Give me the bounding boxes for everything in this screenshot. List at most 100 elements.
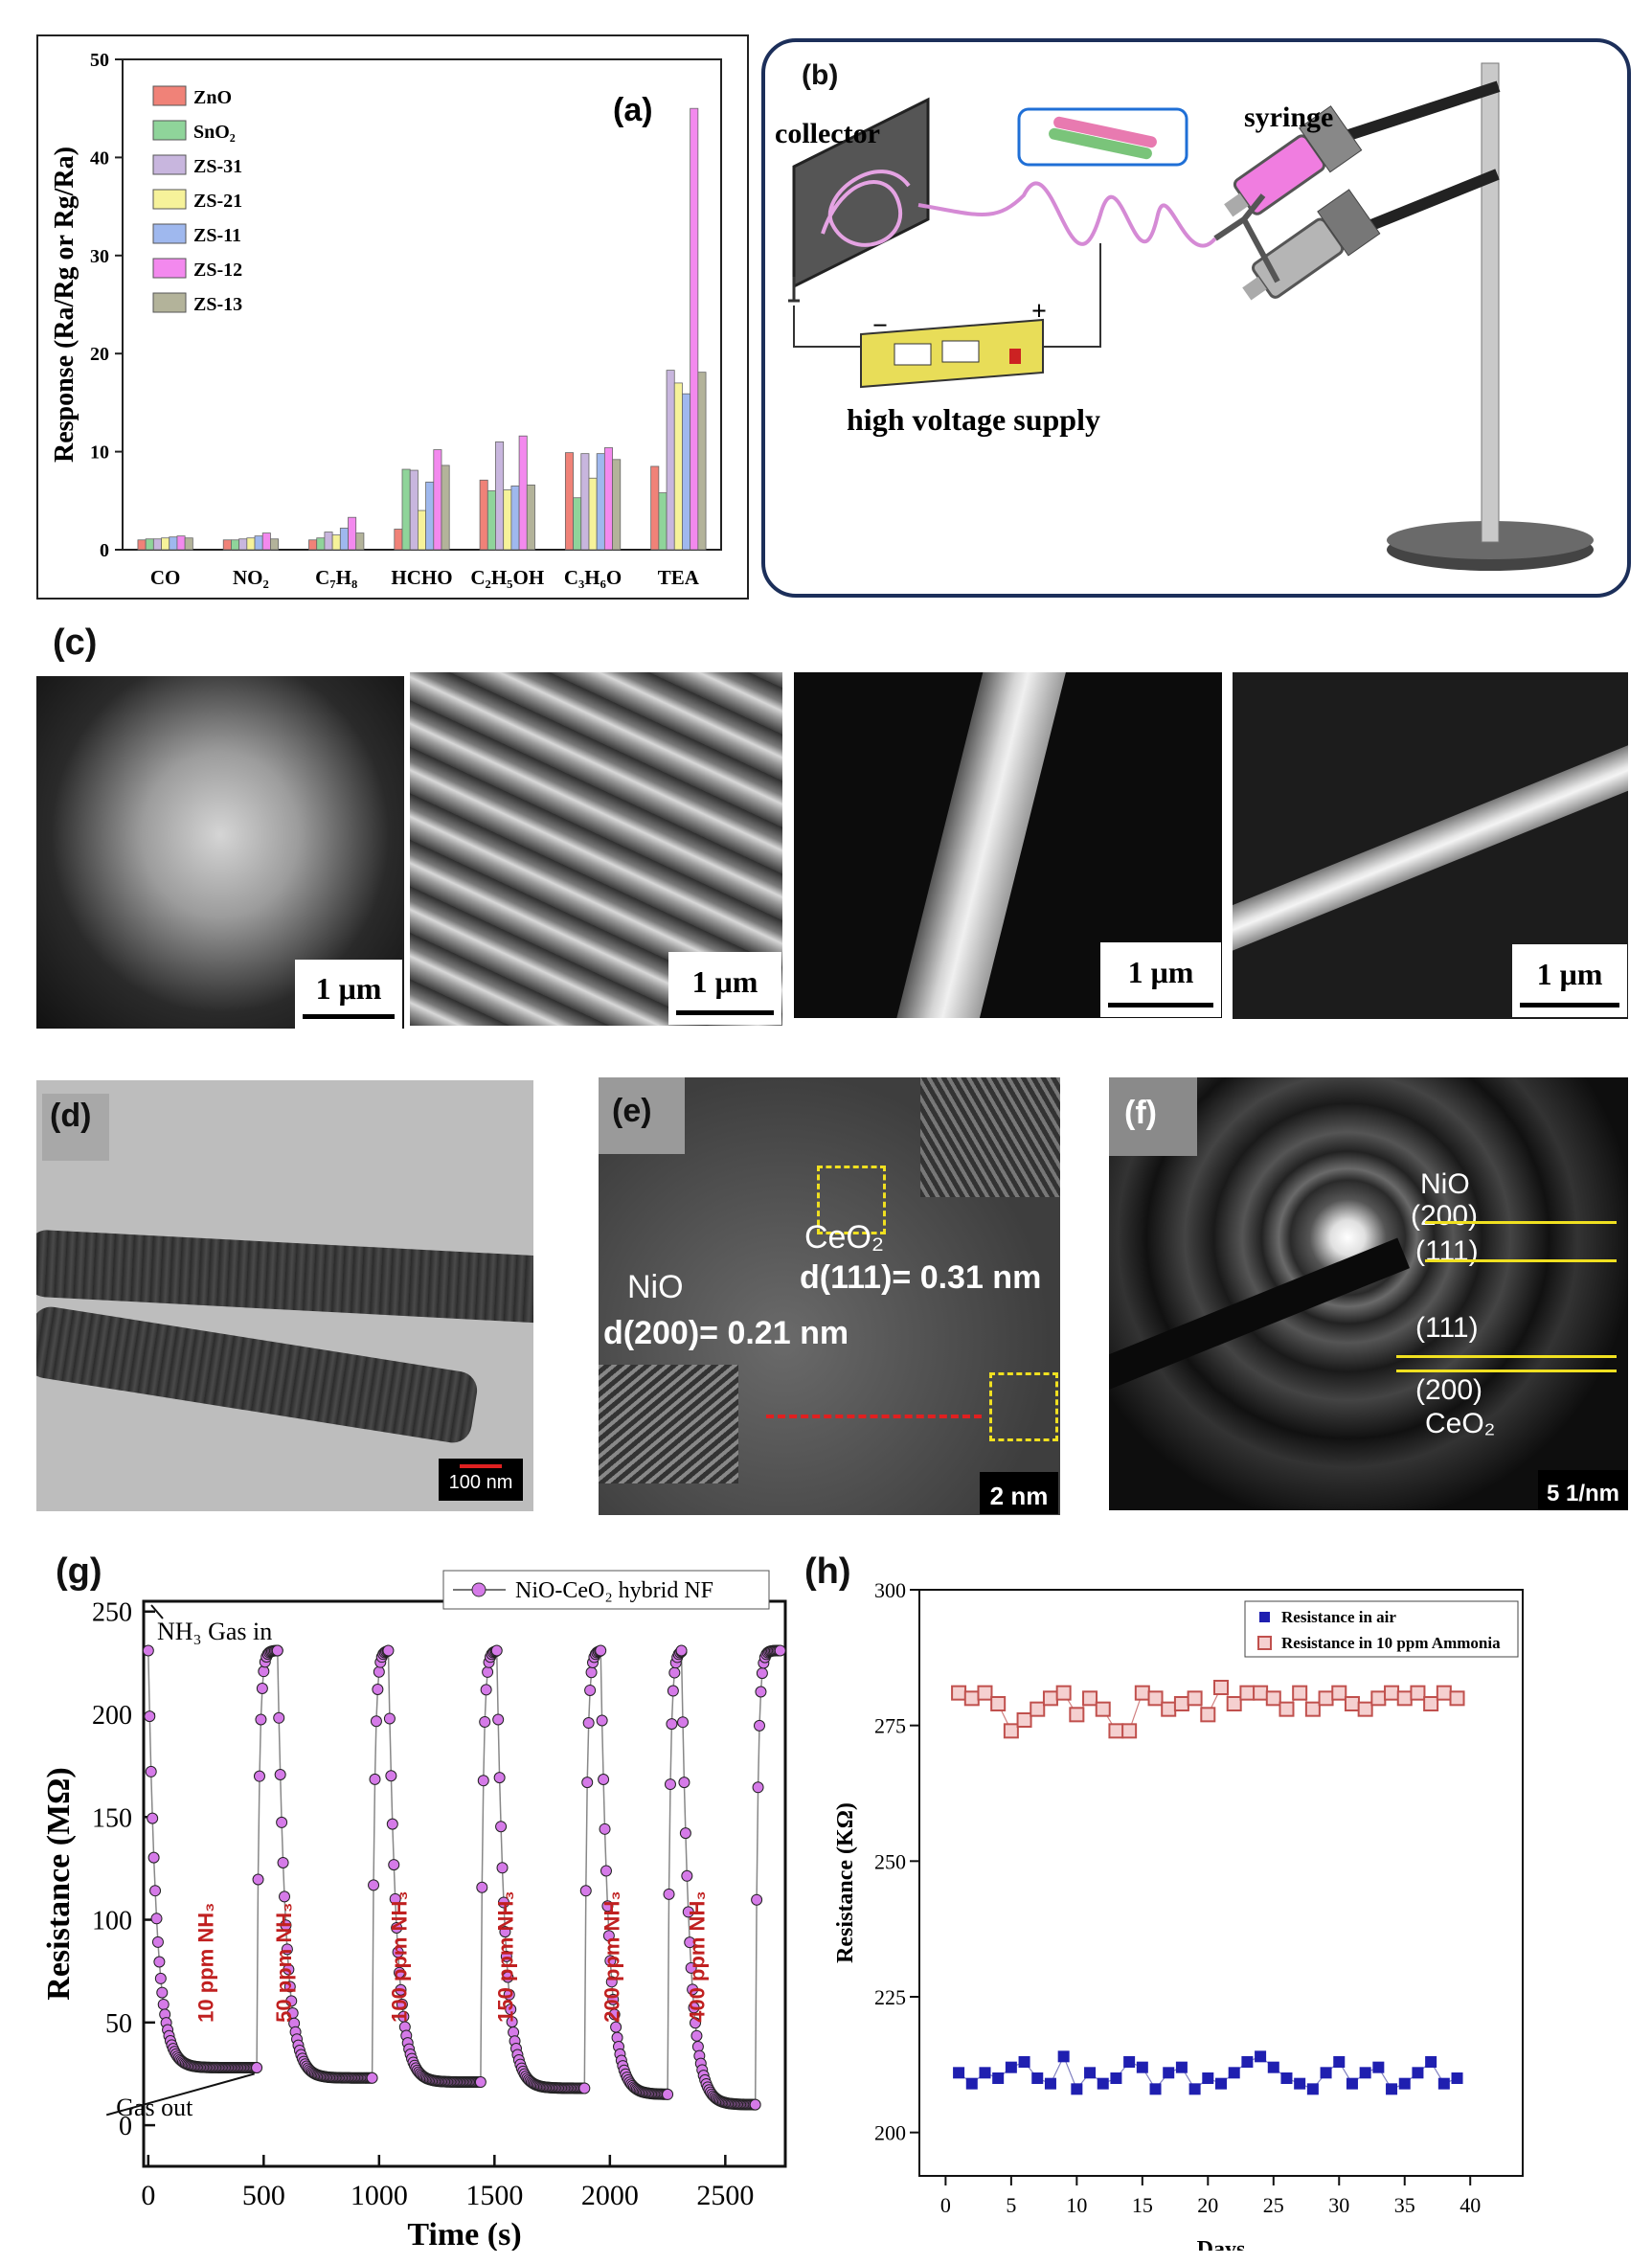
data-point-g [476, 1881, 488, 1893]
y-tick-label-a: 30 [90, 246, 109, 267]
ammonia-point-h [1121, 1723, 1138, 1739]
ammonia-point-h [1357, 1701, 1373, 1717]
data-point-g [145, 1765, 157, 1777]
ammonia-point-h [1410, 1685, 1426, 1701]
data-point-g [474, 2076, 487, 2089]
bar-a [394, 529, 403, 551]
data-point-g [368, 1879, 380, 1891]
air-point-h [1018, 2056, 1030, 2068]
bar-a [355, 532, 365, 551]
air-point-h [1386, 2083, 1398, 2095]
air-point-h [1359, 2067, 1371, 2079]
ammonia-point-h [1226, 1696, 1242, 1711]
ammonia-point-h [1265, 1690, 1281, 1707]
f-ceo2-label: CeO₂ [1425, 1408, 1496, 1439]
data-point-g [479, 1715, 491, 1728]
x-tick-label-g: 500 [242, 2180, 285, 2211]
x-category-label-a: NO₂ [233, 566, 269, 589]
y-tick-label-a: 20 [90, 344, 109, 365]
data-point-g [676, 1716, 689, 1729]
data-point-g [391, 1921, 403, 1934]
air-point-h [1202, 2072, 1214, 2084]
ammonia-point-h [1344, 1696, 1360, 1711]
data-point-g [383, 1712, 396, 1725]
y-axis-title-g: Resistance (MΩ) [41, 1767, 77, 2000]
data-point-g [690, 2017, 702, 2029]
y-axis-title-h: Resistance (KΩ) [833, 1802, 858, 1963]
bar-a [231, 539, 240, 551]
ammonia-point-h [1082, 1690, 1098, 1707]
bar-a [401, 468, 411, 551]
bar-a [169, 536, 178, 551]
bar-a [441, 464, 450, 551]
concentration-label-g: 50 ppm NH₃ [272, 1903, 296, 2023]
fiber-jet [917, 181, 1217, 248]
air-point-h [1149, 2083, 1162, 2095]
y-tick-label-a: 50 [90, 50, 109, 71]
bar-a [254, 535, 263, 551]
y-axis-title-a: Response (Ra/Rg or Rg/Ra) [50, 147, 79, 463]
air-point-h [1031, 2072, 1044, 2084]
ammonia-point-h [1042, 1690, 1058, 1707]
panel-d-label: (d) [50, 1098, 92, 1134]
panel-g-label: (g) [56, 1551, 102, 1592]
y-tick-label-a: 10 [90, 442, 109, 464]
legend-marker-air [1259, 1612, 1270, 1622]
gas-in-arrow [150, 1604, 164, 1619]
air-point-h [979, 2067, 991, 2079]
bar-a [222, 539, 232, 551]
collector-label: collector [775, 118, 880, 149]
bar-a [152, 538, 162, 551]
air-point-h [1057, 2050, 1070, 2063]
data-point-g [668, 1666, 681, 1679]
air-point-h [1110, 2072, 1122, 2084]
air-point-h [1320, 2067, 1332, 2079]
ammonia-point-h [977, 1685, 993, 1701]
scalebar-label-1: 1 μm [315, 971, 382, 1006]
air-point-h [1255, 2050, 1267, 2063]
y-tick-label-a: 40 [90, 147, 109, 169]
x-axis-title-h: Days [1197, 2237, 1246, 2251]
air-point-h [1071, 2083, 1083, 2095]
collector-plate [792, 97, 930, 289]
panel-b: syringe collector − + high voltage suppl… [761, 38, 1631, 598]
data-point-g [156, 1986, 169, 1999]
data-point-g [690, 2029, 703, 2042]
data-point-g [666, 1718, 678, 1731]
ammonia-point-h [1279, 1701, 1295, 1717]
ammonia-point-h [1436, 1685, 1452, 1701]
bar-a [690, 107, 699, 551]
data-point-g [602, 1930, 615, 1942]
x-category-label-a: C₂H₅OH [470, 566, 544, 589]
bar-a [409, 469, 419, 551]
data-point-g [681, 1869, 693, 1882]
y-tick-label-h: 250 [874, 1849, 906, 1873]
ammonia-point-h [1161, 1701, 1177, 1717]
data-point-g [276, 1816, 288, 1828]
data-point-g [756, 1667, 768, 1680]
x-category-label-a: TEA [658, 566, 700, 589]
data-point-g [584, 1684, 597, 1696]
x-tick-label-h: 25 [1263, 2193, 1284, 2217]
air-point-h [1136, 2061, 1148, 2073]
data-point-g [600, 1865, 612, 1877]
legend-swatch-a [152, 292, 187, 313]
data-point-g [578, 2082, 591, 2094]
bar-a [161, 537, 170, 551]
data-point-g [749, 2098, 761, 2111]
bar-a [612, 459, 622, 551]
legend-box-h [1244, 1600, 1519, 1658]
y-tick-label-h: 225 [874, 1985, 906, 2009]
data-point-g [496, 1862, 509, 1874]
data-point-g [582, 1717, 595, 1730]
bar-a [580, 453, 590, 551]
data-point-g [394, 1966, 406, 1979]
concentration-label-g: 150 ppm NH₃ [494, 1890, 518, 2022]
data-point-g [370, 1715, 382, 1728]
bar-a [510, 486, 520, 551]
bar-a [518, 435, 528, 551]
f-ceo2-111-label: (111) [1415, 1312, 1479, 1344]
y-tick-label-g: 200 [92, 1701, 132, 1731]
data-point-g [604, 1955, 617, 1967]
tem-image-d: (d) 100 nm [36, 1080, 533, 1511]
